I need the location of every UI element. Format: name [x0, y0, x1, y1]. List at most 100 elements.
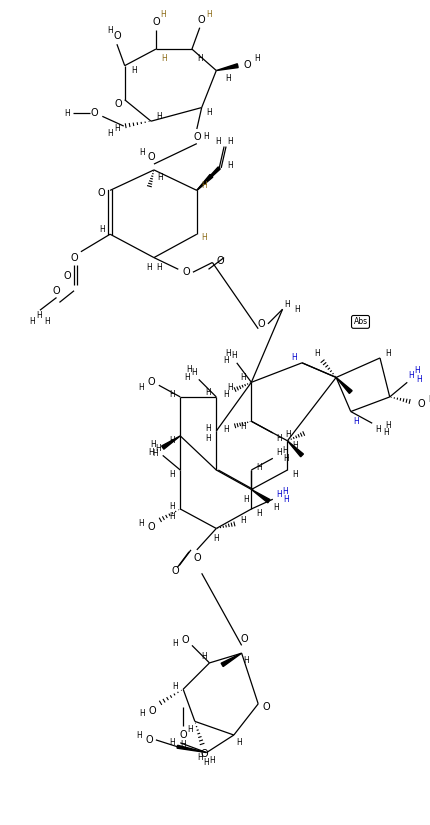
Text: H: H [225, 349, 231, 357]
Text: H: H [157, 173, 163, 182]
Text: H: H [414, 366, 420, 375]
Text: H: H [64, 109, 70, 118]
Text: H: H [169, 738, 175, 747]
Text: H: H [132, 66, 137, 75]
Polygon shape [197, 174, 213, 191]
Text: O: O [114, 99, 122, 109]
Text: H: H [202, 181, 208, 190]
Text: O: O [148, 705, 156, 715]
Text: H: H [187, 724, 193, 733]
Text: O: O [53, 285, 60, 295]
Text: H: H [138, 519, 144, 528]
Text: O: O [147, 153, 155, 163]
Text: H: H [314, 349, 319, 357]
Text: H: H [169, 470, 175, 479]
Polygon shape [221, 653, 242, 667]
Text: H: H [155, 444, 161, 453]
Text: O: O [417, 398, 425, 408]
Text: H: H [292, 441, 298, 450]
Text: H: H [286, 431, 291, 440]
Text: H: H [138, 383, 144, 392]
Text: H: H [215, 137, 221, 146]
Text: H: H [241, 422, 246, 431]
Text: H: H [197, 54, 203, 64]
Text: O: O [147, 377, 155, 387]
Text: H: H [292, 353, 297, 362]
Text: H: H [202, 652, 208, 661]
Text: H: H [276, 434, 282, 443]
Text: H: H [353, 417, 359, 426]
Text: H: H [283, 487, 289, 496]
Text: H: H [107, 130, 113, 139]
Text: H: H [209, 756, 215, 765]
Polygon shape [287, 441, 304, 457]
Text: H: H [227, 137, 233, 146]
Polygon shape [162, 436, 180, 450]
Text: H: H [139, 148, 145, 157]
Text: O: O [257, 318, 265, 329]
Text: H: H [276, 490, 282, 499]
Text: H: H [283, 495, 289, 504]
Text: H: H [236, 738, 242, 747]
Text: H: H [292, 470, 298, 479]
Text: H: H [161, 54, 166, 64]
Text: H: H [255, 54, 260, 64]
Text: H: H [241, 516, 246, 526]
Text: H: H [375, 425, 381, 434]
Text: O: O [193, 553, 201, 563]
Text: H: H [206, 388, 212, 397]
Text: H: H [169, 436, 175, 446]
Text: H: H [256, 509, 262, 518]
Text: O: O [181, 634, 189, 644]
Text: H: H [283, 454, 289, 463]
Text: O: O [241, 634, 249, 644]
Text: H: H [99, 225, 105, 233]
Text: H: H [416, 375, 422, 384]
Text: H: H [169, 512, 175, 521]
Text: O: O [91, 108, 98, 119]
Polygon shape [216, 64, 238, 70]
Text: H: H [408, 371, 414, 380]
Text: H: H [385, 349, 391, 357]
Text: H: H [44, 318, 49, 327]
Text: H: H [225, 73, 231, 82]
Text: H: H [385, 421, 391, 430]
Text: H: H [172, 681, 178, 691]
Text: H: H [169, 502, 175, 511]
Text: H: H [29, 318, 35, 327]
Text: H: H [139, 709, 145, 718]
Text: H: H [206, 108, 212, 117]
Text: H: H [156, 263, 162, 272]
Text: O: O [262, 702, 270, 712]
Text: O: O [152, 16, 160, 27]
Text: O: O [216, 256, 224, 266]
Text: H: H [206, 10, 212, 18]
Text: H: H [285, 299, 290, 309]
Polygon shape [177, 745, 206, 752]
Polygon shape [336, 378, 352, 394]
Text: H: H [231, 351, 237, 360]
Text: H: H [428, 395, 430, 404]
Text: H: H [180, 740, 186, 749]
Text: O: O [201, 748, 209, 758]
Text: H: H [169, 389, 175, 398]
Polygon shape [197, 167, 220, 191]
Text: O: O [98, 188, 105, 198]
Text: O: O [63, 271, 71, 281]
Text: H: H [136, 730, 142, 739]
Text: H: H [227, 383, 233, 392]
Text: H: H [223, 356, 229, 365]
Text: H: H [244, 657, 249, 666]
Text: H: H [294, 304, 300, 314]
Text: O: O [182, 267, 190, 277]
Text: H: H [160, 11, 166, 20]
Text: O: O [172, 566, 179, 577]
Text: O: O [113, 31, 121, 41]
Text: Abs: Abs [353, 318, 368, 327]
Text: H: H [36, 310, 42, 319]
Text: H: H [184, 373, 190, 382]
Text: H: H [204, 132, 209, 141]
Text: O: O [193, 132, 201, 142]
Text: H: H [206, 423, 212, 432]
Text: H: H [206, 434, 212, 443]
